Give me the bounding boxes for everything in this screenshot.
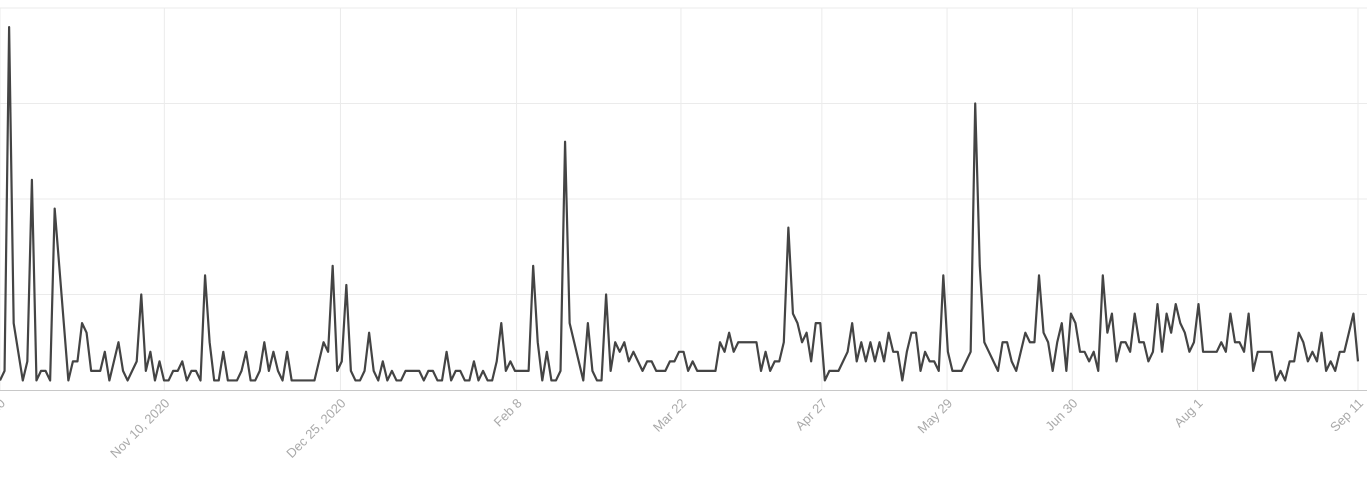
x-tick-label: Apr 27 [792,396,830,434]
x-tick-label: Mar 22 [650,396,689,435]
x-tick-label: Nov 10, 2020 [107,396,172,461]
x-tick-label: Jun 30 [1042,396,1080,434]
x-tick-label: Feb 8 [491,396,525,430]
x-tick-label: Aug 1 [1171,396,1206,431]
x-tick-label: Dec 25, 2020 [283,396,348,461]
x-tick-label: Sep 29, 2020 [0,396,8,461]
grid-lines [0,7,1367,295]
series-line [0,26,1360,382]
x-tick-label: May 29 [914,396,955,437]
x-axis-tick-labels: Sep 29, 2020 Nov 10, 2020 Dec 25, 2020 Feb … [0,396,1366,461]
x-tick-label: Sep 11 [1327,396,1366,435]
